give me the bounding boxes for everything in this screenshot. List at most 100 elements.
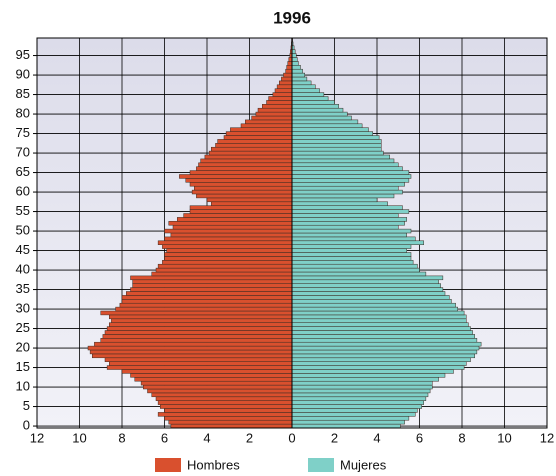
y-tick-label: 85 — [16, 86, 30, 101]
bar — [177, 217, 293, 222]
bar — [166, 248, 293, 253]
bar — [189, 209, 293, 214]
x-tick-label: 6 — [161, 430, 168, 445]
bar — [268, 96, 293, 101]
bar — [291, 310, 465, 316]
bar — [240, 123, 293, 128]
bar — [291, 400, 424, 405]
bar — [143, 384, 293, 390]
x-tick-label: 4 — [203, 430, 210, 445]
x-tick-label: 4 — [373, 430, 380, 445]
bar — [266, 100, 293, 105]
bar — [272, 92, 293, 97]
bar — [291, 240, 424, 245]
x-tick-label: 8 — [118, 430, 125, 445]
bar — [170, 423, 293, 429]
bar — [291, 299, 452, 304]
bar — [206, 197, 293, 203]
bar — [291, 369, 454, 374]
bar — [291, 283, 441, 288]
y-tick-label: 50 — [16, 222, 30, 237]
bar — [291, 377, 439, 382]
bar — [291, 92, 325, 97]
bar — [291, 193, 395, 199]
bar — [291, 244, 412, 249]
bar — [255, 111, 293, 117]
bar — [215, 143, 293, 148]
bar — [291, 318, 467, 323]
bar — [291, 330, 473, 335]
bar — [291, 224, 399, 230]
bar — [126, 291, 293, 296]
bar — [291, 162, 399, 167]
bar — [291, 306, 458, 312]
bar — [155, 396, 293, 401]
bar — [140, 380, 293, 386]
bar — [104, 357, 293, 362]
bar — [291, 267, 420, 273]
bar — [257, 107, 293, 113]
y-tick-label: 10 — [16, 378, 30, 393]
bar — [291, 76, 308, 82]
bar — [164, 236, 293, 242]
bar — [204, 154, 293, 160]
legend-label: Hombres — [187, 457, 240, 472]
bar — [291, 139, 382, 144]
bar — [185, 178, 293, 183]
chart-title: 1996 — [273, 8, 311, 27]
bar — [291, 143, 382, 148]
y-tick-label: 75 — [16, 125, 30, 140]
bar — [168, 419, 293, 425]
bar — [92, 353, 293, 359]
bar — [291, 408, 418, 413]
bar — [291, 232, 407, 238]
bar — [130, 275, 293, 281]
bar — [106, 326, 293, 331]
bar — [291, 252, 412, 257]
y-tick-label: 40 — [16, 261, 30, 276]
bar — [151, 392, 293, 398]
x-tick-label: 10 — [497, 430, 511, 445]
bar — [291, 221, 405, 226]
bar — [119, 302, 293, 308]
bar — [168, 221, 293, 226]
x-tick-label: 12 — [540, 430, 554, 445]
bar — [291, 322, 469, 327]
bar — [251, 115, 293, 121]
bar — [287, 61, 293, 66]
y-tick-label: 20 — [16, 339, 30, 354]
bar — [291, 209, 410, 214]
bar — [286, 65, 293, 70]
bar — [291, 146, 382, 152]
bar — [291, 166, 403, 171]
bar — [164, 416, 293, 421]
bar — [157, 412, 293, 417]
bar — [100, 310, 293, 316]
y-tick-label: 5 — [23, 398, 30, 413]
bar — [291, 111, 348, 117]
bar — [281, 76, 293, 82]
bar — [291, 260, 414, 265]
bar — [291, 295, 450, 300]
bar — [291, 150, 384, 156]
bars — [87, 37, 482, 429]
bar — [106, 365, 293, 370]
bar — [291, 100, 335, 105]
bar — [183, 213, 293, 218]
legend-swatch — [155, 458, 181, 472]
bar — [189, 182, 293, 187]
bar — [291, 357, 471, 362]
bar — [291, 263, 418, 269]
bar — [291, 84, 316, 89]
bar — [291, 170, 410, 175]
bar — [160, 404, 293, 409]
bar — [291, 158, 395, 164]
x-tick-label: 8 — [458, 430, 465, 445]
y-tick-label: 65 — [16, 164, 30, 179]
bar — [162, 244, 293, 249]
bar — [291, 388, 431, 394]
bar — [164, 408, 293, 413]
bar — [291, 96, 329, 101]
bar — [100, 338, 293, 343]
